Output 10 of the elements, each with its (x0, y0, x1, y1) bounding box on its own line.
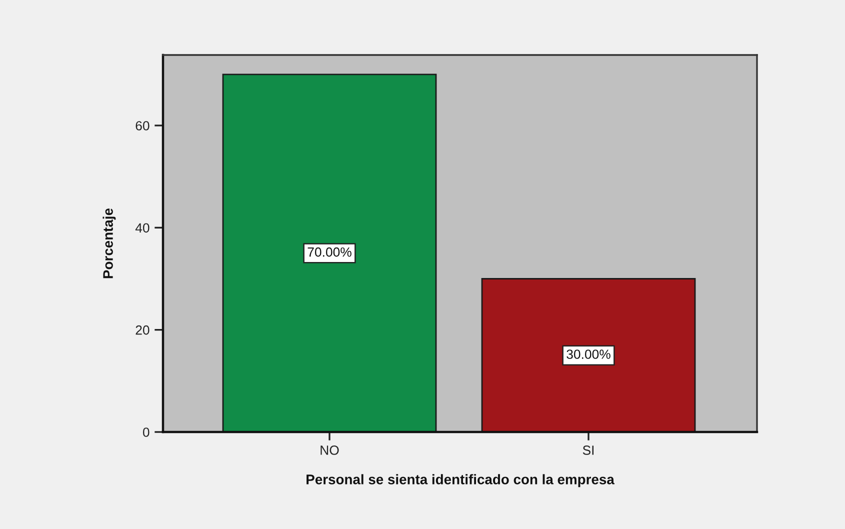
y-tick-label: 0 (142, 428, 150, 437)
data-label: 70.00% (308, 247, 352, 257)
y-tick-label: 40 (135, 223, 150, 233)
y-axis-title: Porcentaje (102, 208, 116, 278)
data-label: 30.00% (566, 350, 610, 359)
x-tick-label: NO (320, 446, 339, 455)
x-tick-label: SI (582, 446, 594, 455)
y-tick-label: 20 (136, 325, 150, 335)
x-axis-title: Personal se sienta identificado con la empresa (306, 474, 614, 488)
y-tick-label: 60 (136, 121, 150, 130)
